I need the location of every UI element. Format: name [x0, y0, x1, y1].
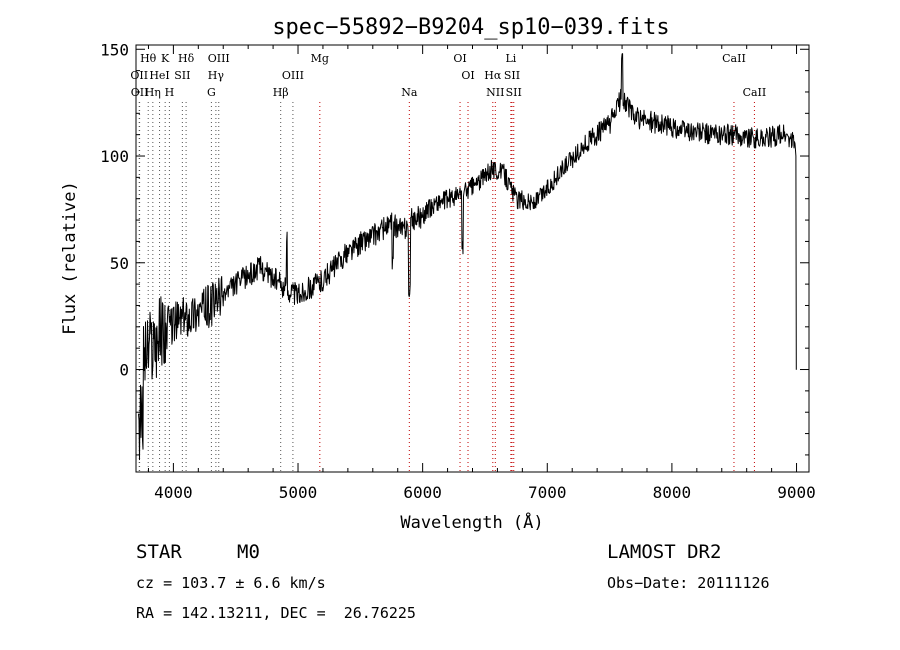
spectral-line-label: K: [161, 52, 170, 65]
spectral-line-label: CaII: [743, 86, 767, 99]
spectral-line-label: OIII: [282, 69, 304, 82]
axes: 4000 5000 6000 7000 8000 9000 0 50 100 150: [100, 40, 816, 502]
spectral-line-label: Hγ: [208, 69, 225, 82]
spectral-line-label: OII: [131, 86, 149, 99]
x-axis-label: Wavelength (Å): [400, 511, 543, 533]
spectral-line-label: NII: [486, 86, 504, 99]
spectral-line-label: CaII: [722, 52, 746, 65]
spectral-line-label: Li: [505, 52, 516, 65]
survey-name: LAMOST DR2: [607, 541, 722, 563]
object-type: STAR: [136, 541, 182, 563]
spectral-line-label: Mg: [311, 52, 329, 65]
plot-frame: [135, 44, 810, 473]
coordinates: RA = 142.13211, DEC = 26.76225: [136, 604, 416, 622]
x-tick-label: 8000: [653, 483, 692, 502]
y-tick-label: 150: [100, 40, 129, 59]
spectral-line-label: SII: [504, 69, 520, 82]
y-axis-label: Flux (relative): [60, 181, 80, 335]
spectral-line-label: Hθ: [140, 52, 157, 65]
x-tick-label: 6000: [403, 483, 442, 502]
spectral-line-label: H: [165, 86, 175, 99]
spectral-line-label: G: [207, 86, 216, 99]
spectral-line-label: OI: [461, 69, 474, 82]
spectral-line-label: OIII: [208, 52, 230, 65]
spectral-line-label: Hη: [145, 86, 161, 99]
y-tick-label: 0: [119, 361, 129, 380]
x-tick-label: 4000: [154, 483, 193, 502]
x-tick-label: 5000: [279, 483, 318, 502]
y-tick-label: 50: [110, 254, 129, 273]
spectral-line-label: Hδ: [178, 52, 195, 65]
y-tick-label: 100: [100, 147, 129, 166]
x-tick-label: 9000: [777, 483, 816, 502]
object-subclass: M0: [237, 541, 260, 563]
spectral-line-label: OII: [130, 69, 148, 82]
spectral-line-label: SII: [506, 86, 522, 99]
obs-date: Obs−Date: 20111126: [607, 574, 770, 592]
spectral-line-label: HeI: [149, 69, 169, 82]
spectral-line-label: SII: [174, 69, 190, 82]
chart-title: spec−55892−B9204_sp10−039.fits: [272, 15, 669, 40]
spectral-line-label: Hα: [484, 69, 502, 82]
spectrum-line: [138, 53, 797, 461]
spectral-line-label: OI: [453, 52, 466, 65]
redshift-value: cz = 103.7 ± 6.6 km/s: [136, 574, 326, 592]
spectral-line-label: Na: [401, 86, 418, 99]
spectral-line-label: Hβ: [273, 86, 289, 99]
x-tick-label: 7000: [528, 483, 567, 502]
